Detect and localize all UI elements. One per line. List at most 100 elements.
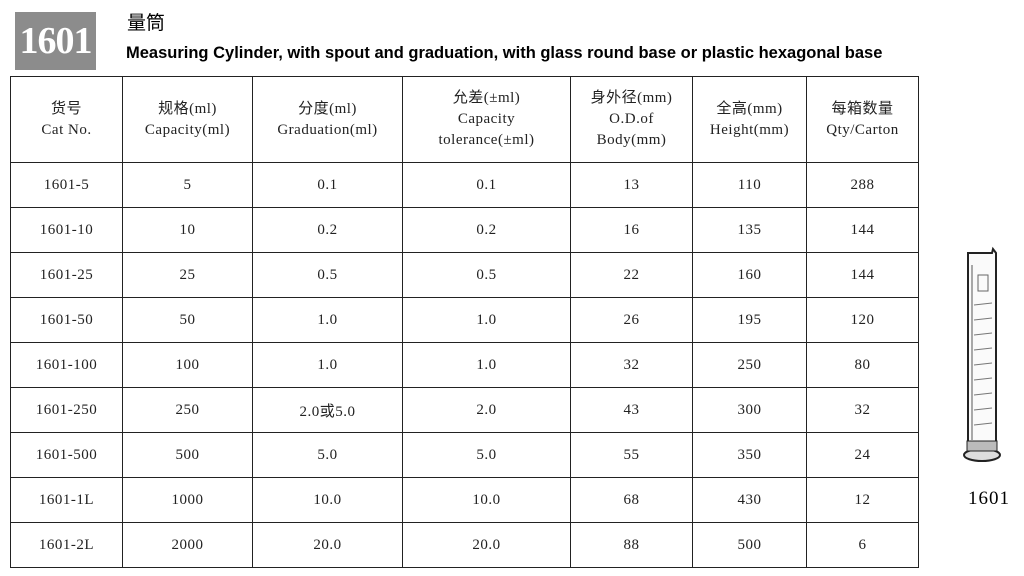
table-cell: 2.0 <box>402 387 571 433</box>
table-row: 1601-5 5 0.1 0.1 13 110 288 <box>10 162 919 208</box>
table-cell: 195 <box>692 297 807 343</box>
table-row: 1601-100 100 1.0 1.0 32 250 80 <box>10 342 919 388</box>
table-cell: 43 <box>570 387 693 433</box>
cylinder-illustration <box>963 246 1001 462</box>
header-line: 允差(±ml) <box>452 90 521 106</box>
table-cell: 2.0或5.0 <box>252 387 403 433</box>
table-cell: 1601-10 <box>10 207 123 253</box>
column-header: 每箱数量 Qty/Carton <box>806 76 919 163</box>
header-line: Capacity <box>457 111 516 127</box>
header-line: Cat No. <box>41 121 92 138</box>
title-cn: 量筒 <box>127 12 166 34</box>
header-line: O.D.of <box>609 111 654 127</box>
table-row: 1601-10 10 0.2 0.2 16 135 144 <box>10 207 919 253</box>
table-cell: 12 <box>806 477 919 523</box>
header-line: 每箱数量 <box>831 100 894 117</box>
column-header: 允差(±ml) Capacity tolerance(±ml) <box>402 76 571 163</box>
table-cell: 5 <box>122 162 253 208</box>
header-line: 货号 <box>50 100 82 117</box>
table-cell: 430 <box>692 477 807 523</box>
table-cell: 250 <box>122 387 253 433</box>
table-cell: 1.0 <box>252 342 403 388</box>
table-cell: 13 <box>570 162 693 208</box>
column-header: 身外径(mm) O.D.of Body(mm) <box>570 76 693 163</box>
table-cell: 144 <box>806 252 919 298</box>
table-cell: 100 <box>122 342 253 388</box>
column-header: 分度(ml) Graduation(ml) <box>252 76 403 163</box>
table-cell: 22 <box>570 252 693 298</box>
header-line: Capacity(ml) <box>144 121 231 138</box>
table-row: 1601-50 50 1.0 1.0 26 195 120 <box>10 297 919 343</box>
table-cell: 1601-500 <box>10 432 123 478</box>
table-cell: 1601-250 <box>10 387 123 433</box>
table-cell: 5.0 <box>402 432 571 478</box>
table-cell: 350 <box>692 432 807 478</box>
table-cell: 32 <box>570 342 693 388</box>
table-cell: 135 <box>692 207 807 253</box>
table-cell: 300 <box>692 387 807 433</box>
table-cell: 1.0 <box>252 297 403 343</box>
column-header: 货号 Cat No. <box>10 76 123 163</box>
table-cell: 1601-50 <box>10 297 123 343</box>
header-line: Graduation(ml) <box>277 121 378 138</box>
table-cell: 0.5 <box>402 252 571 298</box>
table-cell: 0.1 <box>252 162 403 208</box>
table-cell: 16 <box>570 207 693 253</box>
table-cell: 20.0 <box>252 522 403 568</box>
table-cell: 20.0 <box>402 522 571 568</box>
header-line: 分度(ml) <box>298 100 357 117</box>
header-line: 全高(mm) <box>716 100 783 117</box>
table-cell: 6 <box>806 522 919 568</box>
table-cell: 120 <box>806 297 919 343</box>
table-cell: 55 <box>570 432 693 478</box>
table-cell: 0.1 <box>402 162 571 208</box>
table-cell: 10.0 <box>402 477 571 523</box>
table-cell: 144 <box>806 207 919 253</box>
table-cell: 25 <box>122 252 253 298</box>
header-line: tolerance(±ml) <box>438 132 535 148</box>
table-cell: 0.2 <box>402 207 571 253</box>
column-header: 规格(ml) Capacity(ml) <box>122 76 253 163</box>
table-cell: 10.0 <box>252 477 403 523</box>
header-line: Qty/Carton <box>826 121 899 138</box>
table-cell: 288 <box>806 162 919 208</box>
header-line: 规格(ml) <box>158 100 217 117</box>
table-cell: 68 <box>570 477 693 523</box>
header-line: 身外径(mm) <box>590 90 673 106</box>
table-cell: 0.2 <box>252 207 403 253</box>
table-cell: 50 <box>122 297 253 343</box>
table-cell: 88 <box>570 522 693 568</box>
table-cell: 110 <box>692 162 807 208</box>
table-cell: 500 <box>122 432 253 478</box>
header-line: Body(mm) <box>596 132 667 148</box>
table-row: 1601-25 25 0.5 0.5 22 160 144 <box>10 252 919 298</box>
table-cell: 1.0 <box>402 297 571 343</box>
table-cell: 160 <box>692 252 807 298</box>
table-row: 1601-1L 1000 10.0 10.0 68 430 12 <box>10 477 919 523</box>
table-row: 1601-500 500 5.0 5.0 55 350 24 <box>10 432 919 478</box>
table-cell: 1601-2L <box>10 522 123 568</box>
table-cell: 0.5 <box>252 252 403 298</box>
table-cell: 26 <box>570 297 693 343</box>
table-cell: 1601-5 <box>10 162 123 208</box>
table-cell: 250 <box>692 342 807 388</box>
table-cell: 2000 <box>122 522 253 568</box>
table-cell: 32 <box>806 387 919 433</box>
table-cell: 1601-25 <box>10 252 123 298</box>
table-cell: 1601-100 <box>10 342 123 388</box>
table-cell: 80 <box>806 342 919 388</box>
table-cell: 1601-1L <box>10 477 123 523</box>
header-line: Height(mm) <box>709 121 790 138</box>
table-cell: 24 <box>806 432 919 478</box>
table-row: 1601-250 250 2.0或5.0 2.0 43 300 32 <box>10 387 919 433</box>
badge: 1601 <box>15 12 96 70</box>
title-en: Measuring Cylinder, with spout and gradu… <box>126 44 883 62</box>
table-row: 1601-2L 2000 20.0 20.0 88 500 6 <box>10 522 919 568</box>
table-cell: 1.0 <box>402 342 571 388</box>
column-header: 全高(mm) Height(mm) <box>692 76 807 163</box>
table-cell: 10 <box>122 207 253 253</box>
spec-table: 货号 Cat No. 规格(ml) Capacity(ml) 分度(ml) Graduat… <box>10 76 919 568</box>
figure-label: 1601 <box>968 488 1010 509</box>
table-cell: 1000 <box>122 477 253 523</box>
